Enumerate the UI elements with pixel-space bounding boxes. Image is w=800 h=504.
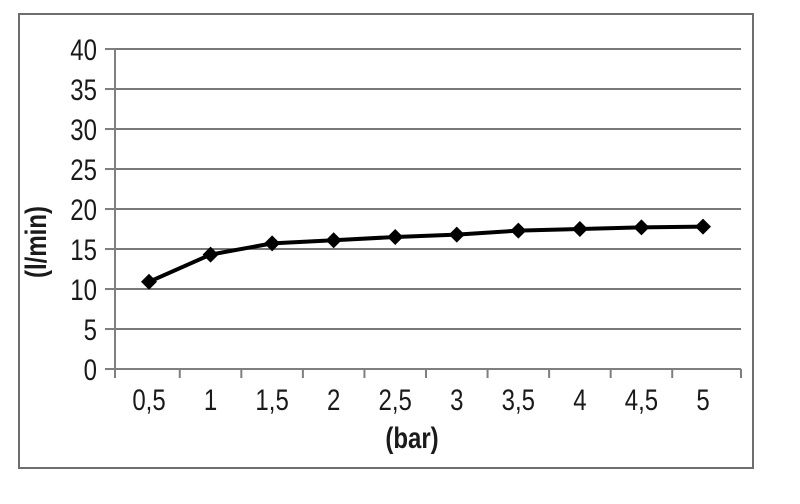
data-point-marker-3 bbox=[448, 226, 465, 243]
y-tick-label-40: 40 bbox=[70, 32, 97, 66]
x-tick-label-1: 1 bbox=[204, 382, 217, 416]
data-point-marker-2,5 bbox=[387, 229, 404, 245]
data-point-marker-3,5 bbox=[510, 222, 527, 239]
x-tick-label-2: 1,5 bbox=[255, 382, 288, 416]
y-tick-label-15: 15 bbox=[70, 232, 97, 266]
data-point-marker-2 bbox=[325, 232, 342, 249]
x-axis-title: (bar) bbox=[385, 420, 438, 454]
data-point-marker-4 bbox=[571, 221, 588, 237]
x-tick-label-9: 5 bbox=[696, 382, 709, 416]
data-point-marker-1,5 bbox=[264, 235, 281, 252]
y-tick-label-0: 0 bbox=[84, 352, 97, 386]
x-tick-label-5: 3 bbox=[450, 382, 463, 416]
y-tick-label-35: 35 bbox=[70, 72, 97, 106]
y-tick-label-20: 20 bbox=[70, 192, 97, 226]
y-tick-label-25: 25 bbox=[70, 152, 97, 186]
y-tick-label-10: 10 bbox=[70, 272, 97, 306]
x-tick-label-4: 2,5 bbox=[379, 382, 412, 416]
data-point-marker-1 bbox=[202, 246, 219, 263]
y-axis-title: (l/min) bbox=[18, 206, 52, 278]
series-line-flow-rate-curve bbox=[147, 224, 705, 284]
x-tick-label-8: 4,5 bbox=[625, 382, 658, 416]
x-tick-label-6: 3,5 bbox=[502, 382, 535, 416]
data-point-marker-0,5 bbox=[141, 273, 157, 290]
x-tick-label-0: 0,5 bbox=[132, 382, 165, 416]
y-tick-label-5: 5 bbox=[84, 312, 97, 346]
x-tick-label-7: 4 bbox=[573, 382, 586, 416]
x-tick-label-3: 2 bbox=[327, 382, 340, 416]
data-point-marker-4,5 bbox=[633, 219, 650, 236]
data-point-marker-5 bbox=[695, 218, 711, 235]
y-tick-label-30: 30 bbox=[70, 112, 97, 146]
